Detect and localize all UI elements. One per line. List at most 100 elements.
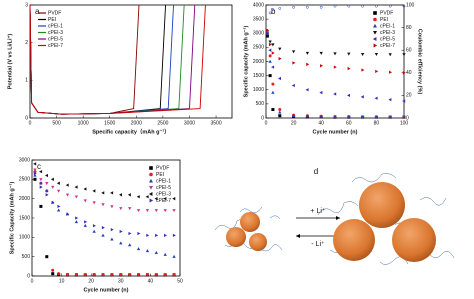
y2-tick-label: 0	[406, 115, 409, 121]
marker	[305, 114, 310, 118]
marker	[388, 53, 392, 57]
marker	[268, 48, 272, 52]
marker	[119, 241, 123, 245]
marker	[268, 74, 272, 78]
x-tick-label: 80	[374, 120, 380, 126]
marker	[127, 193, 131, 197]
x-tick-label: 0	[29, 120, 32, 126]
y-tick-label: 3000	[253, 31, 264, 37]
marker	[136, 195, 140, 199]
marker	[83, 223, 87, 227]
marker	[388, 97, 392, 102]
marker	[154, 272, 158, 276]
y-tick-label: 1500	[253, 73, 264, 79]
marker	[360, 115, 365, 119]
marker	[164, 233, 167, 238]
y-tick-label: 3	[25, 2, 28, 8]
marker	[65, 193, 70, 197]
marker	[172, 197, 176, 201]
panel-label: d	[314, 167, 318, 176]
efficiency-marker	[292, 5, 295, 9]
marker	[145, 209, 150, 213]
panel-label: b	[271, 7, 276, 16]
marker	[50, 177, 54, 181]
marker	[65, 183, 69, 187]
marker	[137, 231, 141, 236]
marker	[145, 195, 149, 199]
marker	[347, 115, 351, 119]
marker	[163, 209, 167, 213]
marker	[33, 162, 37, 166]
efficiency-marker	[271, 8, 275, 11]
arrowhead	[296, 234, 300, 238]
marker	[137, 272, 141, 276]
marker	[101, 191, 105, 195]
marker	[45, 182, 49, 185]
marker	[66, 212, 70, 216]
particle	[226, 227, 246, 247]
marker	[163, 252, 167, 256]
marker	[172, 272, 176, 276]
arrowhead	[336, 216, 340, 220]
efficiency-marker	[375, 4, 378, 8]
legend-label: cPEI-3	[380, 30, 395, 36]
efficiency-marker	[333, 4, 337, 8]
marker	[360, 95, 364, 99]
marker	[145, 249, 150, 253]
marker	[402, 115, 406, 119]
efficiency-marker	[361, 4, 364, 8]
y-tick-label: 1000	[19, 235, 30, 241]
marker	[83, 199, 87, 203]
marker	[163, 197, 167, 201]
marker	[101, 226, 105, 230]
x-tick-label: 2000	[131, 120, 142, 126]
marker	[74, 185, 78, 189]
marker	[271, 43, 275, 47]
marker	[268, 54, 272, 58]
marker	[110, 237, 114, 241]
y-tick-label: 0	[261, 115, 264, 121]
marker	[271, 108, 275, 112]
legend-label: PEI	[380, 17, 388, 23]
x-tick-label: 0	[31, 278, 34, 284]
efficiency-marker	[319, 5, 323, 9]
marker	[149, 186, 153, 190]
x-tick-label: 40	[148, 278, 154, 284]
marker	[361, 68, 365, 72]
y2-axis-title: Coulombic efficiency (%)	[417, 29, 423, 95]
efficiency-marker	[268, 11, 272, 15]
particle	[333, 219, 375, 261]
marker	[101, 233, 105, 237]
x-tick-label: 20	[88, 278, 94, 284]
marker	[119, 207, 123, 211]
marker	[373, 23, 377, 28]
marker	[45, 193, 49, 197]
legend-label: cPEI-5	[48, 36, 63, 42]
marker	[360, 52, 365, 56]
marker	[66, 272, 70, 276]
x-axis-title: Cycle number (n)	[84, 287, 129, 293]
x-tick-label: 60	[346, 120, 352, 126]
marker	[388, 115, 392, 119]
marker	[119, 229, 123, 234]
marker	[56, 189, 61, 193]
plot-frame	[29, 4, 233, 119]
marker	[92, 224, 96, 228]
marker	[136, 247, 141, 251]
marker	[39, 178, 43, 182]
marker	[271, 51, 275, 55]
x-tick-label: 1000	[78, 120, 89, 126]
efficiency-marker	[347, 4, 351, 8]
y-tick-label: 2000	[19, 196, 30, 202]
marker	[347, 52, 351, 56]
x-tick-label: 100	[400, 120, 409, 126]
y-tick-label: 2	[25, 40, 28, 46]
marker	[39, 185, 43, 189]
efficiency-marker	[306, 5, 309, 9]
y2-tick-label: 40	[406, 70, 412, 76]
marker	[389, 70, 392, 74]
marker	[347, 93, 350, 98]
marker	[172, 254, 176, 258]
y-tick-label: 500	[256, 101, 265, 107]
y-axis-title: Potential (V vs Li/Li⁺)	[6, 34, 13, 90]
